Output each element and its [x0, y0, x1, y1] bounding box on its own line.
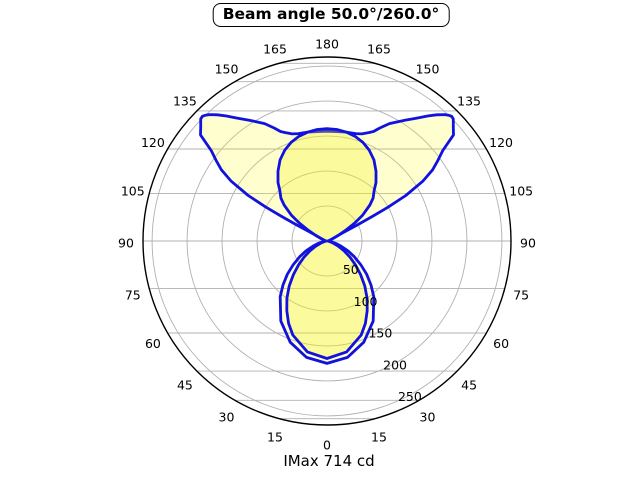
- angle-label-left-120: 120: [141, 135, 165, 150]
- imax-label: IMax 714 cd: [283, 452, 375, 470]
- angle-label-180: 180: [315, 37, 339, 52]
- angle-label-right-75: 75: [513, 288, 529, 303]
- intensity-curve-wide-plane-260deg-batwing: [199, 113, 455, 365]
- radial-label-250: 250: [398, 389, 422, 404]
- angle-label-right-60: 60: [493, 336, 509, 351]
- angle-label-left-90: 90: [118, 236, 134, 251]
- angle-label-left-105: 105: [121, 184, 145, 199]
- angle-label-left-150: 150: [215, 61, 239, 76]
- angle-label-right-135: 135: [457, 93, 481, 108]
- angle-label-left-15: 15: [267, 430, 283, 445]
- angle-label-right-105: 105: [509, 184, 533, 199]
- radial-label-50: 50: [343, 262, 359, 277]
- angle-label-right-90: 90: [520, 236, 536, 251]
- angle-label-right-165: 165: [367, 41, 391, 56]
- angle-label-right-150: 150: [416, 61, 440, 76]
- angle-label-left-165: 165: [263, 41, 287, 56]
- intensity-curve-narrow-plane-50deg-lobes: [276, 127, 378, 360]
- angle-label-right-15: 15: [371, 430, 387, 445]
- radial-label-200: 200: [383, 357, 407, 372]
- angle-label-left-135: 135: [173, 93, 197, 108]
- chart-title: Beam angle 50.0°/260.0°: [212, 3, 450, 27]
- angle-label-left-60: 60: [145, 336, 161, 351]
- polar-border-circle: [142, 56, 512, 426]
- radial-label-150: 150: [368, 326, 392, 341]
- angle-label-0: 0: [323, 438, 331, 453]
- angle-label-right-120: 120: [489, 135, 513, 150]
- radial-label-100: 100: [354, 294, 378, 309]
- angle-label-left-75: 75: [125, 288, 141, 303]
- angle-label-left-30: 30: [219, 410, 235, 425]
- angle-label-right-45: 45: [461, 378, 477, 393]
- angle-label-right-30: 30: [420, 410, 436, 425]
- angle-label-left-45: 45: [177, 378, 193, 393]
